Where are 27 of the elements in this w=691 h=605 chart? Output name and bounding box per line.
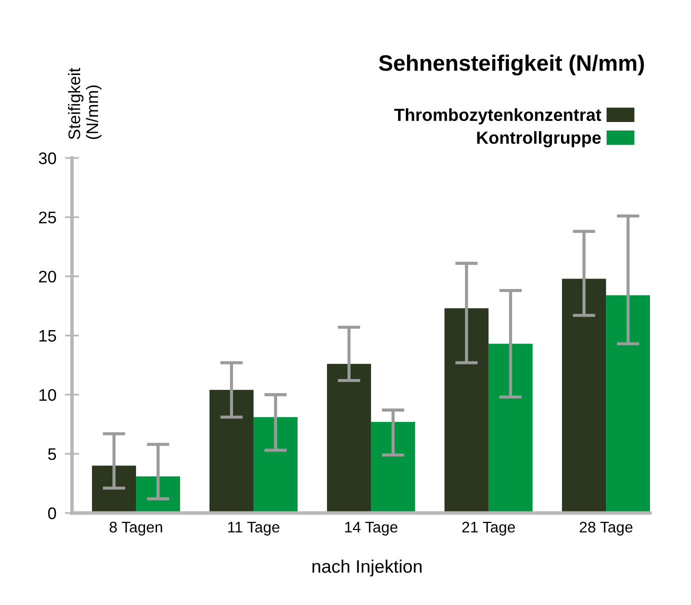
bar	[444, 308, 489, 513]
x-tick-label: 28 Tage	[580, 522, 632, 536]
x-tick-label: 21 Tage	[462, 522, 515, 536]
bar	[606, 295, 650, 513]
y-tick-label: 20	[39, 270, 56, 283]
bar	[488, 344, 533, 513]
x-tick-label: 14 Tage	[345, 522, 398, 536]
bar	[371, 422, 416, 513]
bar	[92, 466, 136, 513]
bar	[136, 476, 180, 513]
chart-title: Sehnensteifigkeit (N/mm)	[378, 54, 644, 76]
bar	[209, 390, 254, 513]
x-tick-label: 11 Tage	[228, 522, 280, 536]
y-tick-label: 30	[38, 152, 56, 164]
bar	[254, 417, 298, 513]
legend-label: Kontrollgruppe	[477, 131, 601, 148]
x-tick-label: 8 Tagen	[110, 522, 162, 536]
bar	[326, 364, 372, 513]
y-tick-label: 10	[39, 389, 56, 401]
y-tick-label: 5	[48, 448, 56, 460]
y-tick-label: 15	[39, 330, 56, 342]
y-axis-title: Steifigkeit (N/mm)	[68, 68, 102, 140]
x-axis-title: nach Injektion	[312, 560, 422, 576]
bar	[562, 278, 606, 513]
y-tick-label: 0	[48, 507, 56, 520]
legend-label: Thrombozytenkonzentrat	[394, 108, 602, 124]
y-tick-label: 25	[39, 212, 56, 224]
